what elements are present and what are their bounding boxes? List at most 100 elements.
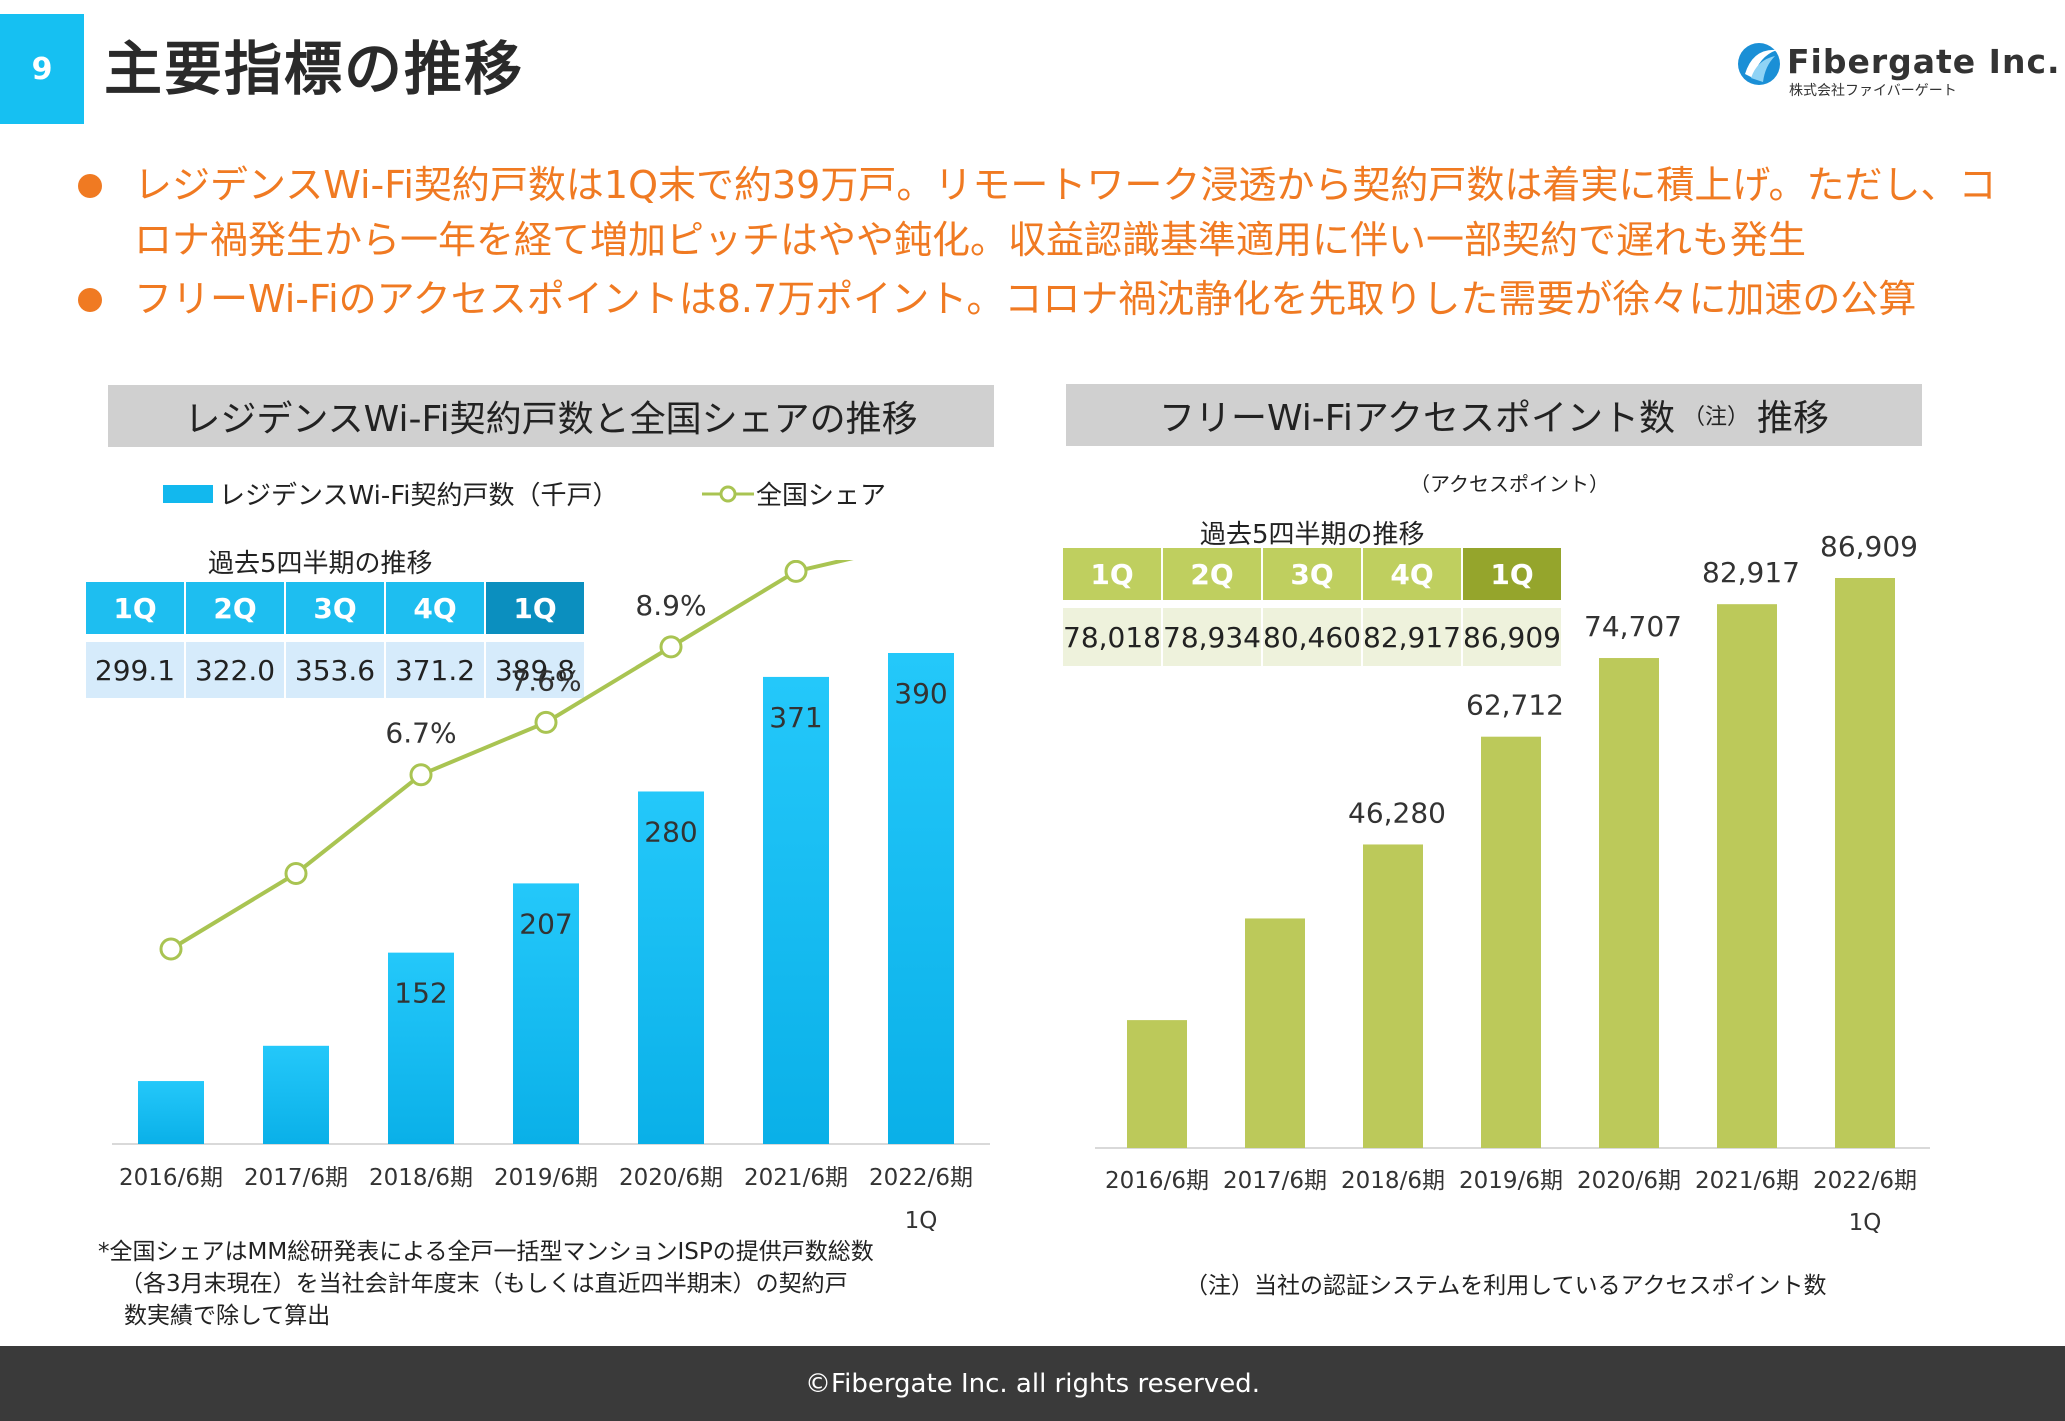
bar xyxy=(1245,918,1305,1148)
bar-value-label: 46,280 xyxy=(1348,796,1446,829)
bar xyxy=(1363,844,1423,1148)
table-cell: 80,460 xyxy=(1263,608,1361,666)
bar xyxy=(763,676,829,1144)
table-header: 1Q xyxy=(86,582,184,634)
x-tick-label: 2019/6期 xyxy=(494,1165,598,1191)
x-tick-label: 2020/6期 xyxy=(619,1165,723,1191)
right-table-caption: 過去5四半期の推移 xyxy=(1200,520,1425,550)
share-point xyxy=(784,560,808,583)
x-tick-sublabel: 1Q xyxy=(905,1208,938,1234)
bar-value-label: 152 xyxy=(394,977,447,1010)
bar-value-label: 86,909 xyxy=(1820,530,1918,563)
table-header: 1Q xyxy=(1463,548,1561,600)
page-number: 9 xyxy=(0,14,84,124)
right-unit-label: （アクセスポイント） xyxy=(1410,472,1609,496)
x-tick-label: 2019/6期 xyxy=(1459,1168,1563,1194)
logo-name: Fibergate Inc. xyxy=(1787,42,2061,81)
right-panel-title: フリーWi-Fiアクセスポイント数 （注） 推移 xyxy=(1066,384,1922,446)
bullet-item: レジデンスWi-Fi契約戸数は1Q末で約39万戸。リモートワーク浸透から契約戸数… xyxy=(78,158,2008,268)
x-tick-label: 2016/6期 xyxy=(1105,1168,1209,1194)
bar xyxy=(638,791,704,1144)
bar xyxy=(1481,736,1541,1148)
footnote-line: 数実績で除して算出 xyxy=(124,1303,331,1329)
bar-value-label: 390 xyxy=(894,677,947,710)
x-tick-label: 2018/6期 xyxy=(1341,1168,1445,1194)
table-cell: 78,018 xyxy=(1063,608,1161,666)
table-cell: 78,934 xyxy=(1163,608,1261,666)
footnote-line: *全国シェアはMM総研発表による全戸一括型マンションISPの提供戸数総数 xyxy=(98,1239,874,1265)
table-cell: 322.0 xyxy=(186,642,284,698)
left-chart: 2016/6期 2017/6期 152 2018/6期 207 2019/6期 280 202… xyxy=(112,560,990,1234)
table-cell: 353.6 xyxy=(286,642,384,698)
share-point xyxy=(409,763,433,787)
x-tick-sublabel: 1Q xyxy=(1849,1210,1882,1236)
left-quarter-table: 1Q 2Q 3Q 4Q 1Q 299.1 322.0 353.6 371.2 3… xyxy=(84,582,586,698)
bar xyxy=(513,883,579,1144)
x-tick-label: 2022/6期 xyxy=(869,1165,973,1191)
bullet-item: フリーWi-Fiのアクセスポイントは8.7万ポイント。コロナ禍沈静化を先取りした… xyxy=(78,272,2008,327)
bar xyxy=(1127,1020,1187,1148)
table-header: 4Q xyxy=(386,582,484,634)
share-label: 8.9% xyxy=(635,589,706,622)
x-tick-label: 2016/6期 xyxy=(119,1165,223,1191)
table-header: 3Q xyxy=(286,582,384,634)
x-tick-label: 2018/6期 xyxy=(369,1165,473,1191)
table-header: 4Q xyxy=(1363,548,1461,600)
left-footnote: *全国シェアはMM総研発表による全戸一括型マンションISPの提供戸数総数 （各3… xyxy=(98,1236,874,1332)
right-quarter-table: 1Q 2Q 3Q 4Q 1Q 78,018 78,934 80,460 82,9… xyxy=(1061,548,1563,666)
bar-value-label: 74,707 xyxy=(1584,610,1682,643)
table-header: 2Q xyxy=(1163,548,1261,600)
table-cell: 371.2 xyxy=(386,642,484,698)
x-tick-label: 2020/6期 xyxy=(1577,1168,1681,1194)
x-tick-label: 2017/6期 xyxy=(244,1165,348,1191)
legend-line-swatch-icon xyxy=(702,485,754,502)
left-legend-bar: レジデンスWi-Fi契約戸数（千戸） xyxy=(163,475,619,512)
bar-value-label: 371 xyxy=(769,701,822,734)
left-table-caption: 過去5四半期の推移 xyxy=(208,549,433,579)
x-tick-label: 2022/6期 xyxy=(1813,1168,1917,1194)
bar xyxy=(388,952,454,1144)
table-header: 1Q xyxy=(1063,548,1161,600)
bar-value-label: 207 xyxy=(519,907,572,940)
left-legend-line: 全国シェア xyxy=(700,475,886,512)
share-point xyxy=(284,861,308,885)
x-tick-label: 2021/6期 xyxy=(744,1165,848,1191)
bar-value-label: 62,712 xyxy=(1466,689,1564,722)
footer: ©Fibergate Inc. all rights reserved. xyxy=(0,1346,2065,1421)
right-title-tail: 推移 xyxy=(1757,398,1830,439)
bullet-text: レジデンスWi-Fi契約戸数は1Q末で約39万戸。リモートワーク浸透から契約戸数… xyxy=(134,163,1997,262)
bar-value-label: 82,917 xyxy=(1702,556,1800,589)
company-logo: Fibergate Inc. 株式会社ファイバーゲート xyxy=(1735,40,2060,100)
x-tick-label: 2017/6期 xyxy=(1223,1168,1327,1194)
table-header: 3Q xyxy=(1263,548,1361,600)
legend-bar-swatch-icon xyxy=(163,484,213,503)
bullet-list: レジデンスWi-Fi契約戸数は1Q末で約39万戸。リモートワーク浸透から契約戸数… xyxy=(78,158,2008,331)
bar-value-label: 280 xyxy=(644,815,697,848)
bar xyxy=(1717,604,1777,1148)
x-tick-label: 2021/6期 xyxy=(1695,1168,1799,1194)
share-point xyxy=(159,937,183,961)
share-point xyxy=(659,635,683,659)
footnote-line: （各3月末現在）を当社会計年度末（もしくは直近四半期末）の契約戸 xyxy=(120,1271,848,1297)
legend-line-label: 全国シェア xyxy=(756,481,887,511)
bar xyxy=(888,653,954,1144)
bullet-text: フリーWi-Fiのアクセスポイントは8.7万ポイント。コロナ禍沈静化を先取りした… xyxy=(134,277,1917,321)
right-footnote: （注）当社の認証システムを利用しているアクセスポイント数 xyxy=(1185,1273,1827,1299)
table-header: 2Q xyxy=(186,582,284,634)
left-panel-title: レジデンスWi-Fi契約戸数と全国シェアの推移 xyxy=(108,385,994,447)
share-label: 7.6% xyxy=(510,664,581,697)
logo-subtitle: 株式会社ファイバーゲート xyxy=(1789,83,1957,99)
logo-mark-icon xyxy=(1738,43,1780,85)
right-title-main: フリーWi-Fiアクセスポイント数 xyxy=(1158,398,1676,439)
right-chart: 2016/6期 2017/6期 46,280 2018/6期 62,712 2019/6期… xyxy=(1095,530,1930,1236)
bar xyxy=(1599,658,1659,1148)
page-title: 主要指標の推移 xyxy=(104,35,525,103)
table-cell: 389.8 xyxy=(486,642,584,698)
table-cell: 82,917 xyxy=(1363,608,1461,666)
table-cell: 299.1 xyxy=(86,642,184,698)
share-point xyxy=(534,710,558,734)
bullet-dot-icon xyxy=(78,174,102,198)
bullet-dot-icon xyxy=(78,288,102,312)
legend-bar-label: レジデンスWi-Fi契約戸数（千戸） xyxy=(219,481,619,511)
table-cell: 86,909 xyxy=(1463,608,1561,666)
